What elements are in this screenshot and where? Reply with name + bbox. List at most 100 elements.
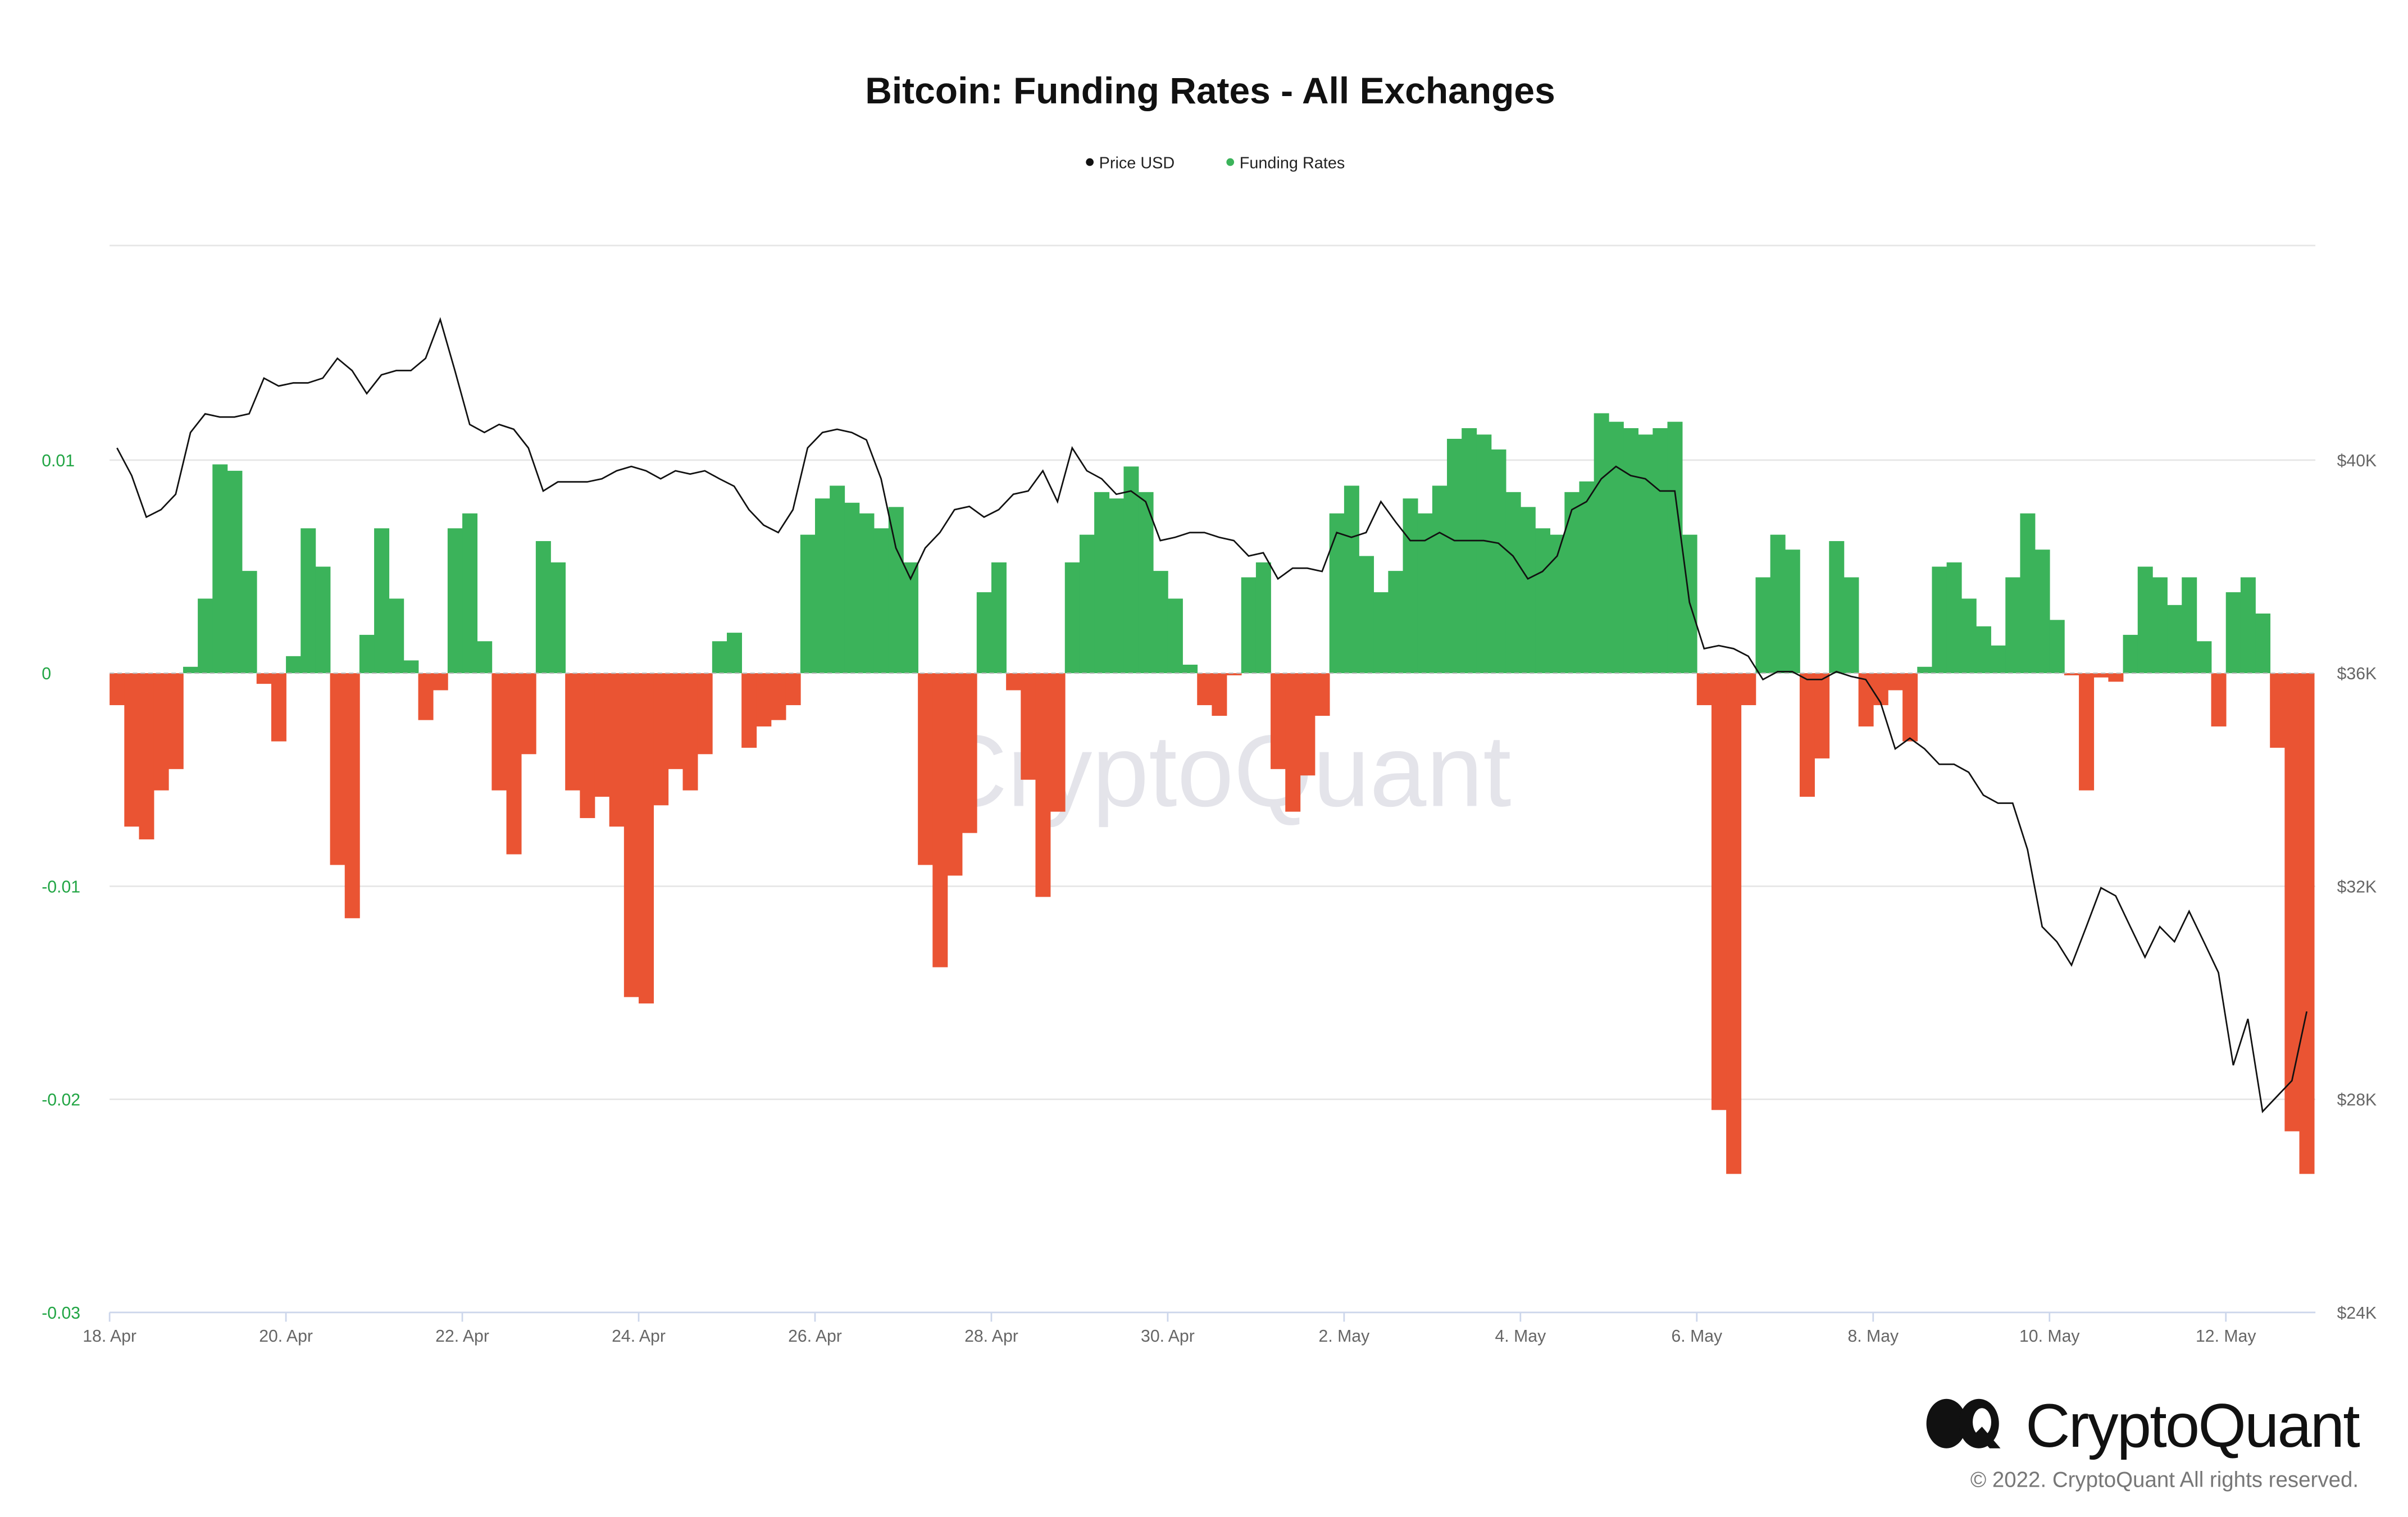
funding-bar-negative <box>771 673 786 720</box>
funding-bar-positive <box>800 534 816 674</box>
funding-bar-positive <box>1550 534 1565 674</box>
funding-bar-positive <box>1109 498 1125 674</box>
funding-bar-negative <box>153 673 169 791</box>
funding-bar-positive <box>1344 485 1359 674</box>
funding-bar-positive <box>1843 577 1859 674</box>
funding-bar-positive <box>447 528 463 674</box>
x-tick-label: 28. Apr <box>964 1327 1018 1346</box>
funding-bar-negative <box>2270 673 2286 748</box>
funding-bar-negative <box>1050 673 1066 812</box>
funding-bar-positive <box>1403 498 1418 674</box>
funding-bar-negative <box>1021 673 1036 780</box>
x-tick-label: 12. May <box>2196 1327 2256 1346</box>
x-tick-label: 10. May <box>2019 1327 2080 1346</box>
funding-bar-positive <box>462 513 478 674</box>
funding-bar-positive <box>2196 641 2212 674</box>
left-axis: 0.01 0 -0.01 -0.02 -0.03 <box>42 452 80 1323</box>
funding-bar-negative <box>1314 673 1330 716</box>
funding-bar-positive <box>1359 556 1374 674</box>
funding-bar-negative <box>2108 673 2124 682</box>
funding-bar-negative <box>1197 673 1213 706</box>
funding-bar-positive <box>1520 507 1536 674</box>
x-axis: 18. Apr 20. Apr 22. Apr 24. Apr 26. Apr 28. A… <box>83 1311 2316 1346</box>
funding-bar-negative <box>2064 673 2079 675</box>
funding-bar-positive <box>1917 666 1933 674</box>
funding-bar-negative <box>271 673 286 742</box>
funding-bar-positive <box>1653 428 1668 674</box>
funding-bar-negative <box>1726 673 1742 1174</box>
funding-bar-positive <box>374 528 390 674</box>
funding-bar-positive <box>1462 428 1477 674</box>
x-tick-label: 22. Apr <box>435 1327 489 1346</box>
funding-bar-negative <box>1858 673 1874 726</box>
right-tick-label: $28K <box>2337 1091 2377 1110</box>
funding-bar-positive <box>212 464 228 674</box>
funding-bar-negative <box>418 673 434 720</box>
x-tick-label: 4. May <box>1495 1327 1547 1346</box>
funding-bar-negative <box>1887 673 1903 691</box>
funding-bar-positive <box>2152 577 2168 674</box>
funding-bar-positive <box>301 528 316 674</box>
funding-bar-negative <box>1006 673 1022 691</box>
left-tick-label: 0 <box>42 665 51 683</box>
funding-bar-negative <box>668 673 684 769</box>
funding-bar-negative <box>139 673 154 839</box>
price-line <box>116 317 2308 1114</box>
right-axis: $40K $36K $32K $28K $24K <box>2337 452 2377 1323</box>
funding-bar-positive <box>550 562 566 674</box>
funding-bar-negative <box>1814 673 1830 758</box>
funding-bar-negative <box>565 673 581 791</box>
funding-bar-negative <box>168 673 184 769</box>
funding-bar-positive <box>1975 626 1991 674</box>
left-tick-label: 0.01 <box>42 452 75 470</box>
funding-bar-negative <box>2079 673 2095 791</box>
funding-bar-positive <box>1329 513 1345 674</box>
funding-bar-positive <box>1946 562 1962 674</box>
funding-bar-positive <box>727 633 742 674</box>
funding-bars <box>110 413 2315 1174</box>
x-tick-label: 8. May <box>1847 1327 1899 1346</box>
funding-bar-negative <box>962 673 977 833</box>
legend-item-price[interactable]: Price USD <box>1086 155 1175 172</box>
funding-bar-negative <box>623 673 639 997</box>
funding-bar-positive <box>844 502 860 674</box>
funding-bar-positive <box>830 485 845 674</box>
funding-bar-positive <box>1153 571 1168 674</box>
funding-bar-positive <box>1991 645 2006 674</box>
funding-bar-negative <box>682 673 698 791</box>
right-tick-label: $24K <box>2337 1304 2377 1323</box>
funding-bar-negative <box>124 673 140 827</box>
funding-bar-positive <box>888 507 904 674</box>
watermark: CryptoQuant <box>934 715 1511 828</box>
legend-label-funding: Funding Rates <box>1240 155 1345 172</box>
funding-bar-positive <box>227 470 243 674</box>
funding-bar-positive <box>976 592 992 674</box>
funding-bar-positive <box>1138 492 1154 674</box>
funding-bar-positive <box>1594 413 1609 674</box>
funding-bar-negative <box>1300 673 1315 776</box>
funding-bar-positive <box>2182 577 2197 674</box>
funding-bar-positive <box>183 666 198 674</box>
funding-bar-positive <box>1167 598 1183 674</box>
funding-bar-positive <box>389 598 404 674</box>
funding-bar-positive <box>1491 449 1506 674</box>
funding-bar-positive <box>2034 549 2050 674</box>
x-tick-label: 26. Apr <box>788 1327 842 1346</box>
funding-bar-positive <box>2240 577 2256 674</box>
funding-bar-positive <box>1432 485 1447 674</box>
funding-bar-negative <box>609 673 625 827</box>
funding-bar-positive <box>535 541 551 674</box>
funding-bar-positive <box>814 498 830 674</box>
funding-bar-negative <box>2093 673 2109 678</box>
funding-bar-negative <box>1271 673 1286 769</box>
funding-bar-positive <box>991 562 1007 674</box>
funding-bar-negative <box>1799 673 1815 797</box>
funding-bar-negative <box>741 673 757 748</box>
funding-bar-negative <box>697 673 713 755</box>
legend-item-funding[interactable]: Funding Rates <box>1226 155 1345 172</box>
funding-bar-positive <box>2225 592 2241 674</box>
funding-bar-positive <box>2049 620 2065 674</box>
funding-bar-negative <box>2284 673 2300 1132</box>
cryptoquant-logo-icon <box>1926 1398 2001 1448</box>
x-tick-label: 30. Apr <box>1141 1327 1195 1346</box>
